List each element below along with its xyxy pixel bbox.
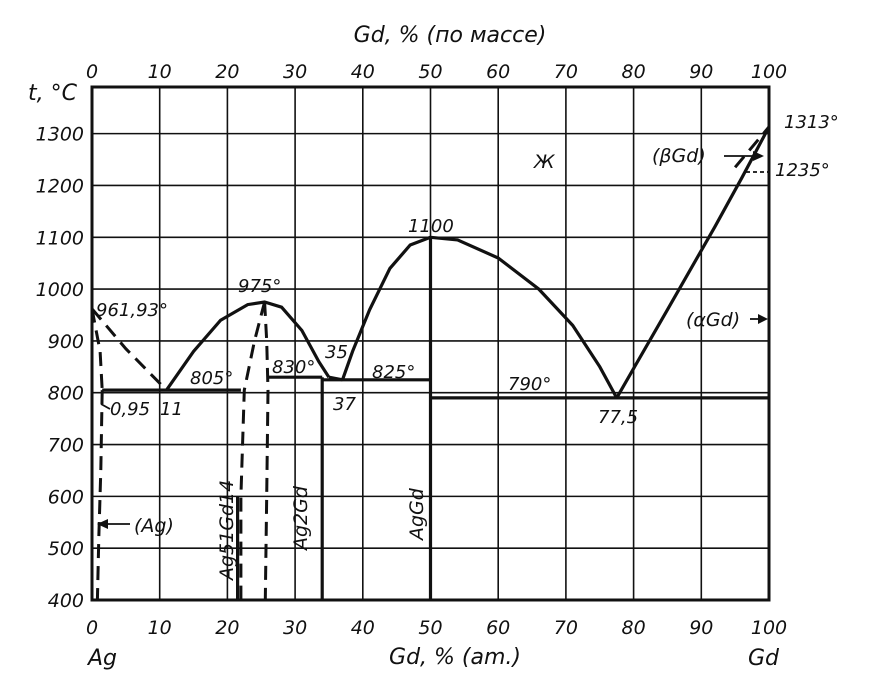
x-tick-label-bottom: 50: [418, 617, 442, 639]
x-tick-label-bottom: 90: [689, 617, 713, 639]
top-axis-title: Gd, % (по массе): [354, 23, 547, 48]
y-tick-label: 1000: [36, 279, 84, 301]
liquid-phase-label: Ж: [533, 151, 556, 173]
y-axis-title: t, °C: [28, 81, 78, 106]
gd-transition-label: 1235°: [775, 160, 830, 181]
y-tick-label: 500: [48, 538, 84, 560]
x-tick-label-top: 0: [86, 61, 98, 83]
x-tick-label-top: 20: [215, 61, 239, 83]
eutectic-1-temp-label: 805°: [190, 368, 233, 389]
ag51gd14-label: Ag51Gd14: [216, 480, 238, 582]
eutectic-1-comp-label: 11: [160, 399, 183, 420]
eutectic-3-comp-label: 77,5: [598, 407, 638, 428]
x-tick-label-top: 10: [148, 61, 172, 83]
liquidus-aggd-left: [340, 235, 432, 381]
x-tick-label-bottom: 70: [554, 617, 578, 639]
x-tick-label-bottom: 60: [486, 617, 510, 639]
y-tick-label: 1200: [36, 175, 84, 197]
x-tick-label-bottom: 40: [351, 617, 375, 639]
y-tick-label: 1300: [36, 124, 84, 146]
alpha-gd-arrow: [750, 314, 768, 324]
element-right-label: Gd: [748, 646, 780, 671]
liquidus-gd: [615, 126, 771, 399]
ag-solubility-arrow: [100, 403, 111, 410]
y-tick-label: 1100: [36, 227, 84, 249]
beta-gd-boundary: [733, 125, 771, 169]
x-tick-label-bottom: 30: [283, 617, 307, 639]
y-tick-label: 400: [48, 590, 84, 612]
ag-solidus: [90, 308, 104, 391]
x-tick-label-top: 90: [689, 61, 713, 83]
x-tick-label-bottom: 100: [751, 617, 787, 639]
phase-boundaries: [90, 125, 771, 601]
x-tick-label-top: 60: [486, 61, 510, 83]
x-tick-label-top: 50: [418, 61, 442, 83]
ag-melt-label: 961,93°: [96, 300, 168, 321]
ag-solubility-label: 0,95: [110, 399, 150, 420]
element-left-label: Ag: [86, 646, 117, 671]
liquidus-aggd-right: [430, 235, 619, 399]
ag51gd14-melt-label: 975°: [238, 276, 281, 297]
aggd-label: AgGd: [406, 487, 428, 542]
gd-melt-label: 1313°: [784, 112, 839, 133]
tick-labels: 0 10 20 30 40 50 60 70 80 90 1000 10 20 30 40 50 60 70 80 9…: [36, 61, 787, 639]
beta-gd-arrow: [724, 151, 764, 161]
y-tick-label: 600: [48, 486, 84, 508]
ag51gd14-right-boundary: [263, 301, 270, 601]
liquidus-ag-eutectic: [90, 307, 168, 392]
eutectic-2-comp-label: 37: [333, 394, 356, 415]
peritectic-comp-label: 35: [325, 342, 348, 363]
ag-solvus: [95, 390, 104, 601]
ag-solid-label: (Ag): [134, 515, 174, 537]
x-tick-label-top: 70: [554, 61, 578, 83]
x-tick-label-top: 40: [351, 61, 375, 83]
aggd-melt-label: 1100: [408, 216, 454, 237]
ag-solid-arrow: [97, 519, 130, 529]
alpha-gd-label: (αGd): [686, 309, 740, 331]
peritectic-temp-label: 830°: [272, 357, 315, 378]
bottom-axis-title: Gd, % (am.): [389, 645, 521, 670]
x-tick-label-bottom: 20: [215, 617, 239, 639]
x-tick-label-top: 100: [751, 61, 787, 83]
x-tick-label-top: 30: [283, 61, 307, 83]
x-tick-label-bottom: 10: [148, 617, 172, 639]
x-tick-label-top: 80: [622, 61, 646, 83]
y-tick-label: 900: [48, 331, 84, 353]
ag2gd-label: Ag2Gd: [290, 485, 312, 552]
x-tick-label-bottom: 0: [86, 617, 98, 639]
ag51gd14-left-boundary: [239, 301, 267, 600]
y-tick-label: 800: [48, 383, 84, 405]
y-tick-label: 700: [48, 435, 84, 457]
x-tick-label-bottom: 80: [622, 617, 646, 639]
eutectic-2-temp-label: 825°: [372, 362, 415, 383]
eutectic-3-temp-label: 790°: [508, 374, 551, 395]
beta-gd-label: (βGd): [652, 145, 706, 167]
